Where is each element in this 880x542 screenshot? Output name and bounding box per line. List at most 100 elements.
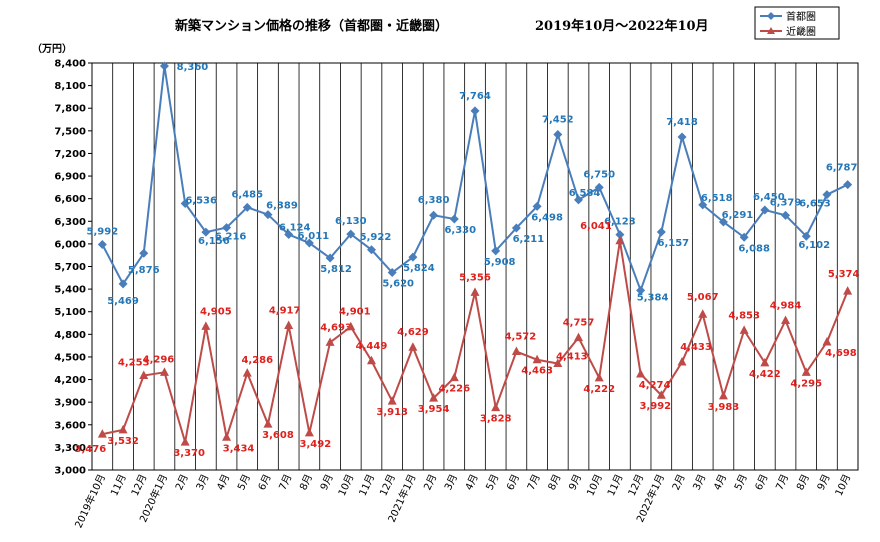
x-tick-label: 10月: [833, 472, 853, 498]
data-point-shutoken: [801, 231, 811, 241]
data-label-shutoken: 6,216: [215, 232, 247, 243]
data-label-kinki: 5,356: [459, 272, 491, 283]
data-point-shutoken: [325, 253, 335, 263]
data-point-shutoken: [470, 106, 480, 116]
data-label-kinki: 4,463: [521, 366, 553, 377]
data-label-kinki: 4,222: [583, 384, 615, 395]
y-tick-label: 4,800: [54, 330, 86, 341]
x-tick-label: 9月: [815, 472, 833, 492]
data-point-shutoken: [387, 268, 397, 278]
data-label-kinki: 4,572: [505, 332, 537, 343]
data-label-shutoken: 6,157: [658, 238, 690, 249]
data-label-kinki: 4,905: [200, 306, 232, 317]
data-label-shutoken: 6,156: [198, 236, 230, 247]
x-tick-label: 10月: [336, 472, 356, 498]
data-point-kinki: [429, 393, 439, 402]
plot-frame: [91, 62, 859, 471]
data-label-shutoken: 6,536: [185, 195, 217, 206]
data-point-shutoken: [636, 285, 646, 295]
x-tick-label: 8月: [794, 472, 812, 492]
data-label-shutoken: 6,653: [799, 199, 831, 210]
x-tick-label: 4月: [711, 472, 729, 492]
data-point-shutoken: [449, 214, 459, 224]
data-label-kinki: 4,449: [356, 341, 388, 352]
data-label-shutoken: 5,876: [128, 265, 160, 276]
x-tick-label: 11月: [357, 472, 377, 498]
data-point-kinki: [97, 429, 107, 438]
data-point-kinki: [698, 309, 708, 318]
data-label-shutoken: 5,620: [382, 279, 414, 290]
data-point-kinki: [781, 315, 791, 324]
data-label-kinki: 3,476: [75, 444, 107, 455]
data-label-kinki: 5,067: [687, 292, 719, 303]
data-point-shutoken: [159, 61, 169, 71]
data-point-shutoken: [429, 210, 439, 220]
y-tick-label: 6,600: [54, 194, 86, 205]
data-label-shutoken: 6,379: [770, 197, 802, 208]
data-label-kinki: 3,492: [300, 439, 332, 450]
data-point-kinki: [387, 396, 397, 405]
data-label-shutoken: 6,450: [753, 192, 785, 203]
data-point-kinki: [118, 424, 128, 434]
x-tick-label: 10月: [584, 472, 604, 498]
data-label-kinki: 3,608: [262, 430, 294, 441]
data-label-kinki: 4,413: [556, 352, 588, 363]
data-label-kinki: 4,226: [438, 384, 470, 395]
x-tick-label: 6月: [256, 472, 274, 492]
x-tick-label: 11月: [605, 472, 625, 498]
data-label-shutoken: 6,330: [444, 225, 476, 236]
data-point-shutoken: [201, 227, 211, 237]
data-point-shutoken: [511, 223, 521, 233]
data-label-kinki: 4,853: [728, 310, 760, 321]
data-label-kinki: 6,041: [580, 221, 612, 232]
x-tick-label: 5月: [732, 472, 750, 492]
data-point-kinki: [201, 321, 211, 330]
chart-title: 新築マンション価格の推移（首都圏・近畿圏）: [175, 18, 448, 34]
data-point-shutoken: [222, 223, 232, 233]
y-tick-label: 6,300: [54, 217, 86, 228]
data-label-shutoken: 6,124: [279, 223, 311, 234]
data-label-kinki: 4,698: [825, 348, 857, 359]
data-label-shutoken: 5,824: [403, 263, 435, 274]
data-point-kinki: [594, 372, 604, 382]
x-tick-label: 2月: [670, 472, 688, 492]
data-point-shutoken: [139, 248, 149, 258]
data-point-kinki: [843, 286, 853, 295]
x-tick-label: 9月: [566, 472, 584, 492]
data-label-kinki: 4,629: [397, 327, 429, 338]
data-label-kinki: 4,917: [269, 306, 301, 317]
x-tick-label: 3月: [194, 472, 212, 492]
data-label-kinki: 4,296: [143, 354, 175, 365]
data-point-kinki: [304, 427, 314, 437]
y-tick-label: 5,400: [54, 285, 86, 296]
y-tick-label: 6,000: [54, 239, 86, 250]
x-tick-label: 5月: [484, 472, 502, 492]
data-point-shutoken: [366, 245, 376, 255]
data-label-shutoken: 5,469: [107, 296, 139, 307]
data-point-kinki: [760, 357, 770, 367]
data-point-shutoken: [491, 246, 501, 256]
data-point-kinki: [739, 325, 749, 334]
data-label-kinki: 3,983: [708, 402, 740, 413]
legend-label-kinki: 近畿圏: [786, 25, 816, 38]
y-tick-label: 8,400: [54, 59, 86, 70]
data-point-kinki: [366, 355, 376, 365]
data-label-shutoken: 5,922: [360, 232, 392, 243]
data-point-kinki: [801, 367, 811, 376]
data-label-shutoken: 7,452: [542, 114, 574, 125]
data-point-kinki: [284, 320, 294, 330]
grid-lines: [112, 63, 838, 470]
data-point-shutoken: [615, 230, 625, 240]
data-point-shutoken: [677, 132, 687, 142]
data-label-shutoken: 6,130: [335, 216, 367, 227]
data-label-shutoken: 6,389: [266, 201, 298, 212]
data-point-kinki: [242, 368, 252, 377]
data-point-shutoken: [739, 232, 749, 242]
x-tick-label: 7月: [773, 472, 791, 492]
data-point-kinki: [718, 390, 728, 400]
legend: 首都圏 近畿圏: [754, 6, 840, 40]
data-point-kinki: [656, 390, 666, 399]
